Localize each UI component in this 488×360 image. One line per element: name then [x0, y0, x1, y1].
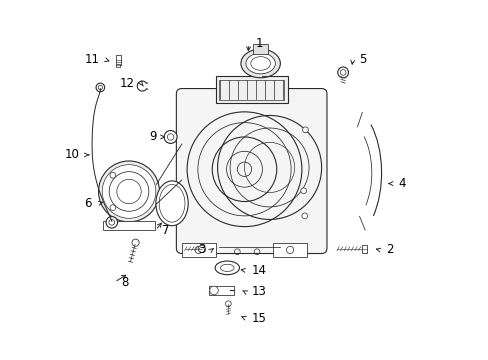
- Circle shape: [96, 83, 104, 92]
- Text: 7: 7: [162, 224, 169, 237]
- Text: 3: 3: [197, 243, 204, 256]
- Circle shape: [301, 213, 307, 219]
- Text: 1: 1: [255, 37, 262, 50]
- Bar: [273, 243, 306, 257]
- Bar: [103, 221, 155, 230]
- Circle shape: [164, 131, 177, 143]
- Text: 11: 11: [84, 53, 99, 66]
- Bar: [253, 44, 267, 54]
- Circle shape: [110, 205, 116, 211]
- Text: 10: 10: [64, 148, 80, 161]
- FancyBboxPatch shape: [176, 89, 326, 253]
- Circle shape: [302, 127, 308, 133]
- Circle shape: [102, 165, 156, 218]
- Text: 5: 5: [359, 53, 366, 66]
- Circle shape: [209, 286, 218, 295]
- Bar: [209, 286, 233, 295]
- Ellipse shape: [156, 181, 188, 226]
- Text: 13: 13: [251, 285, 266, 298]
- Text: 15: 15: [251, 311, 266, 325]
- Circle shape: [300, 188, 306, 194]
- Bar: [116, 55, 121, 65]
- Circle shape: [225, 301, 231, 307]
- Text: 2: 2: [386, 243, 393, 256]
- Ellipse shape: [245, 53, 275, 74]
- Text: 14: 14: [251, 264, 266, 277]
- Bar: [182, 243, 215, 257]
- Circle shape: [106, 217, 117, 228]
- Bar: [362, 244, 366, 253]
- Ellipse shape: [215, 261, 239, 275]
- Bar: [215, 76, 287, 103]
- Text: 4: 4: [398, 177, 406, 190]
- Bar: [219, 80, 284, 100]
- Circle shape: [132, 239, 139, 246]
- Bar: [116, 64, 120, 67]
- Ellipse shape: [241, 49, 280, 78]
- Circle shape: [110, 172, 116, 178]
- Text: 8: 8: [121, 276, 128, 289]
- Circle shape: [198, 245, 205, 252]
- Text: 9: 9: [149, 130, 156, 144]
- Text: 6: 6: [84, 197, 92, 210]
- Circle shape: [337, 67, 348, 78]
- Circle shape: [99, 161, 159, 222]
- Text: 12: 12: [120, 77, 135, 90]
